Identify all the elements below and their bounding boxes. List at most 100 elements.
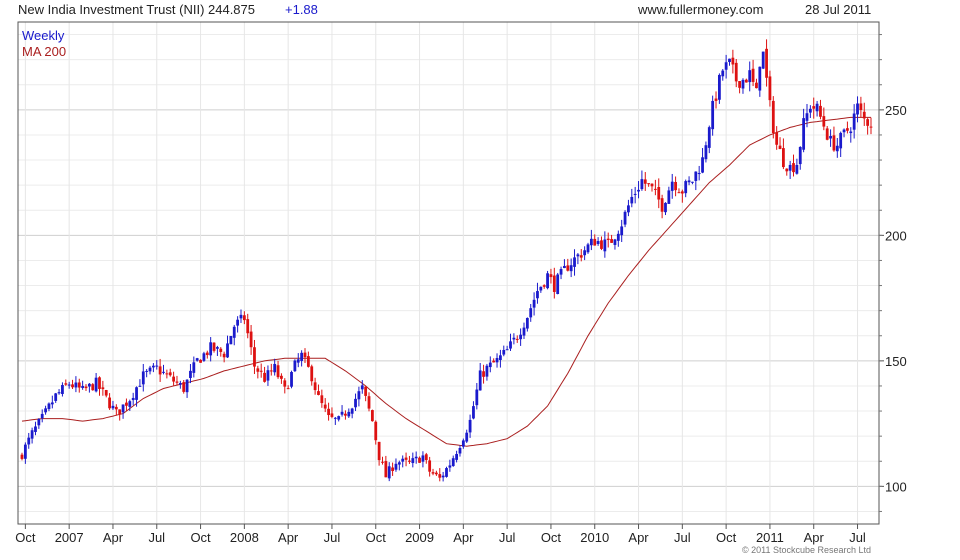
ohlc-bar: [178, 380, 182, 389]
ohlc-bar: [428, 456, 432, 477]
ohlc-body: [431, 472, 435, 474]
ohlc-body: [802, 118, 806, 150]
ohlc-body: [269, 370, 273, 372]
ohlc-bar: [701, 148, 704, 174]
ohlc-body: [280, 375, 283, 379]
ohlc-bar: [135, 386, 138, 407]
ohlc-bar: [111, 400, 115, 411]
ohlc-body: [259, 370, 263, 372]
ohlc-body: [509, 341, 512, 349]
ohlc-bar: [23, 442, 27, 464]
ohlc-body: [717, 74, 721, 100]
ohlc-bar: [633, 186, 637, 204]
ohlc-body: [185, 379, 189, 393]
ohlc-bar: [280, 373, 283, 384]
ohlc-bar: [138, 379, 142, 387]
ohlc-bar: [67, 381, 71, 389]
ohlc-body: [286, 388, 290, 390]
ohlc-bar: [172, 371, 176, 386]
ohlc-body: [660, 198, 664, 212]
ohlc-body: [23, 444, 27, 459]
ohlc-body: [492, 360, 496, 363]
ohlc-bar: [303, 348, 307, 364]
ohlc-bar: [30, 427, 34, 444]
ohlc-bar: [313, 377, 317, 395]
ohlc-body: [239, 314, 243, 319]
x-tick-label: Jul: [849, 530, 866, 545]
ohlc-body: [293, 360, 297, 372]
ohlc-bar: [546, 270, 549, 290]
ohlc-body: [360, 385, 364, 390]
ohlc-bar: [212, 342, 216, 353]
ohlc-body: [155, 365, 159, 367]
ohlc-bar: [805, 103, 809, 128]
ohlc-body: [81, 385, 85, 388]
ohlc-body: [141, 371, 145, 385]
y-tick-label: 150: [885, 354, 907, 369]
ohlc-body: [61, 385, 64, 394]
ohlc-body: [30, 430, 34, 439]
ohlc-bar: [869, 117, 873, 135]
ohlc-bar: [98, 376, 101, 396]
ohlc-bar: [603, 231, 607, 258]
ohlc-bar: [795, 158, 799, 175]
ohlc-bar: [606, 232, 610, 248]
ohlc-bar: [630, 188, 634, 208]
ohlc-bar: [333, 416, 337, 425]
ohlc-body: [472, 406, 475, 419]
ohlc-bar: [340, 405, 344, 417]
ohlc-body: [71, 384, 74, 388]
ohlc-bar: [576, 253, 580, 265]
ohlc-body: [465, 432, 469, 442]
ohlc-bar: [643, 172, 647, 191]
ohlc-bar: [269, 363, 273, 376]
ohlc-bar: [253, 339, 256, 375]
ohlc-body: [684, 181, 688, 194]
ohlc-body: [643, 179, 647, 184]
ohlc-body: [616, 233, 620, 241]
ohlc-body: [610, 239, 613, 243]
ohlc-body: [333, 417, 337, 419]
ohlc-bar: [175, 375, 179, 386]
ohlc-body: [404, 457, 408, 460]
chart-title: New India Investment Trust (NII) 244.875: [18, 2, 255, 17]
ohlc-body: [445, 468, 448, 477]
source-site: www.fullermoney.com: [638, 2, 764, 17]
x-tick-label: Jul: [499, 530, 516, 545]
ohlc-body: [330, 413, 334, 417]
ohlc-bar: [728, 58, 731, 66]
ma-200-line: [21, 116, 871, 447]
ohlc-body: [808, 108, 812, 113]
ohlc-body: [694, 171, 698, 181]
ohlc-body: [135, 387, 138, 400]
ohlc-bar: [337, 415, 341, 422]
ohlc-bar: [815, 100, 819, 117]
x-tick-label: Oct: [541, 530, 562, 545]
ohlc-bar: [266, 365, 270, 386]
ohlc-bar: [502, 345, 506, 357]
ohlc-body: [121, 404, 125, 413]
ohlc-body: [734, 62, 738, 82]
ohlc-bar: [808, 105, 812, 118]
ohlc-bar: [798, 146, 802, 170]
ohlc-body: [792, 163, 795, 173]
ohlc-bar: [414, 451, 418, 464]
ohlc-bar: [731, 49, 735, 74]
ohlc-bar: [320, 389, 324, 408]
ohlc-body: [499, 355, 502, 360]
ohlc-body: [57, 392, 61, 394]
ohlc-bar: [751, 59, 755, 87]
ohlc-body: [226, 343, 229, 358]
ohlc-bar: [222, 351, 226, 363]
ohlc-body: [40, 413, 44, 419]
ohlc-bar: [273, 358, 277, 376]
chart-header: New India Investment Trust (NII) 244.875…: [0, 0, 960, 20]
ohlc-body: [525, 317, 529, 329]
ohlc-body: [340, 411, 344, 415]
ohlc-bar: [512, 333, 516, 345]
ohlc-body: [411, 458, 415, 464]
ohlc-bar: [647, 183, 651, 187]
ohlc-body: [748, 70, 752, 83]
ohlc-body: [569, 265, 573, 272]
ohlc-bar: [640, 170, 644, 191]
